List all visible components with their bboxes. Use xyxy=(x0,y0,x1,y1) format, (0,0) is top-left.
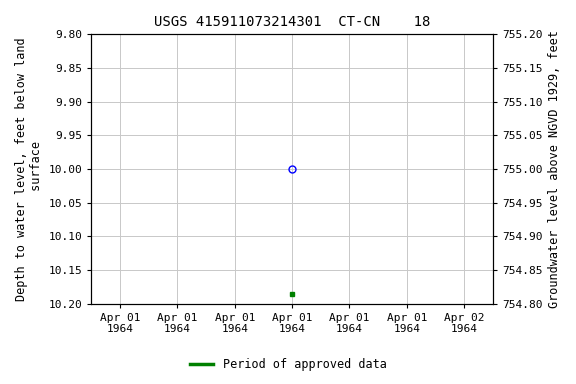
Legend: Period of approved data: Period of approved data xyxy=(185,354,391,376)
Y-axis label: Depth to water level, feet below land
 surface: Depth to water level, feet below land su… xyxy=(15,37,43,301)
Title: USGS 415911073214301  CT-CN    18: USGS 415911073214301 CT-CN 18 xyxy=(154,15,430,29)
Y-axis label: Groundwater level above NGVD 1929, feet: Groundwater level above NGVD 1929, feet xyxy=(548,30,561,308)
